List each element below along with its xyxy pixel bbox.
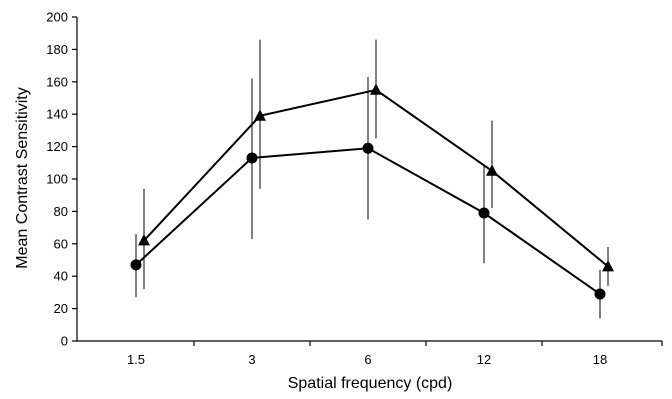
series-triangle	[138, 39, 614, 290]
series-layer	[130, 39, 614, 319]
data-point	[478, 207, 490, 219]
x-tick-label: 12	[477, 352, 491, 367]
y-tick-label: 200	[46, 10, 68, 25]
data-point	[254, 109, 266, 121]
data-point	[246, 152, 258, 164]
series-circle	[130, 76, 606, 319]
x-tick-label: 18	[593, 352, 607, 367]
data-point	[370, 83, 382, 95]
y-tick-label: 40	[54, 269, 68, 284]
data-point	[362, 142, 374, 154]
data-point	[594, 288, 606, 300]
y-tick-label: 100	[46, 172, 68, 187]
y-axis: 0 20 40 60 80 100 120 140 160 180 200	[46, 10, 78, 349]
x-tick-label: 6	[364, 352, 371, 367]
data-point	[602, 259, 614, 272]
y-tick-label: 0	[61, 334, 68, 349]
y-tick-label: 140	[46, 107, 68, 122]
x-axis: 1.5 3 6 12 18	[77, 340, 663, 367]
y-tick-label: 160	[46, 74, 68, 89]
data-point	[138, 234, 150, 246]
x-axis-title: Spatial frequency (cpd)	[288, 375, 453, 392]
y-tick-label: 60	[54, 236, 68, 251]
x-tick-label: 1.5	[127, 352, 145, 367]
y-tick-label: 20	[54, 301, 68, 316]
y-axis-title: Mean Contrast Sensitivity	[14, 87, 31, 268]
y-tick-label: 120	[46, 139, 68, 154]
data-point	[130, 259, 142, 271]
y-tick-label: 180	[46, 42, 68, 57]
data-point	[486, 164, 498, 176]
x-tick-label: 3	[248, 352, 255, 367]
y-tick-label: 80	[54, 204, 68, 219]
